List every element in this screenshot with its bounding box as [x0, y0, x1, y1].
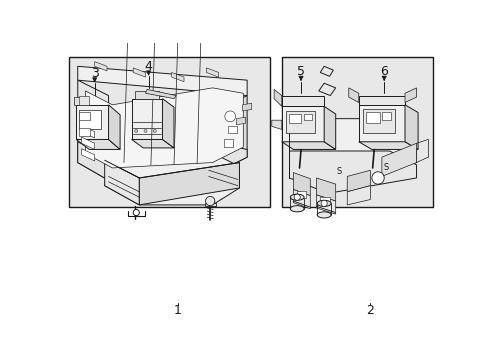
Bar [285, 111, 314, 132]
Polygon shape [381, 143, 416, 176]
Polygon shape [131, 99, 162, 139]
Polygon shape [135, 91, 158, 99]
Polygon shape [104, 160, 139, 205]
Polygon shape [316, 178, 335, 201]
Ellipse shape [317, 212, 330, 218]
Polygon shape [85, 88, 243, 168]
Bar [281, 57, 432, 207]
Polygon shape [139, 163, 239, 205]
Text: 5: 5 [296, 65, 305, 78]
Circle shape [293, 194, 300, 200]
Ellipse shape [290, 206, 304, 212]
Polygon shape [81, 149, 95, 161]
Polygon shape [81, 137, 95, 149]
Circle shape [135, 130, 138, 132]
Polygon shape [271, 120, 281, 130]
Text: 3: 3 [91, 67, 99, 81]
Circle shape [153, 130, 156, 132]
Circle shape [205, 197, 214, 206]
Bar [79, 110, 101, 130]
Bar [304, 114, 311, 120]
Circle shape [133, 210, 139, 216]
Ellipse shape [317, 200, 330, 206]
Circle shape [143, 130, 147, 132]
Polygon shape [316, 206, 335, 214]
Bar [381, 112, 390, 120]
Polygon shape [79, 95, 88, 105]
Polygon shape [162, 99, 174, 148]
Polygon shape [324, 106, 335, 149]
Bar [224, 139, 233, 147]
Bar [227, 126, 237, 133]
Polygon shape [358, 142, 417, 149]
Polygon shape [318, 83, 335, 95]
Polygon shape [78, 66, 246, 95]
Polygon shape [281, 95, 324, 106]
Text: 6: 6 [380, 65, 387, 78]
Polygon shape [281, 142, 335, 149]
Bar [68, 57, 270, 207]
Bar [79, 112, 90, 120]
Bar [362, 109, 394, 132]
Circle shape [321, 200, 326, 206]
Polygon shape [216, 95, 246, 172]
Polygon shape [204, 203, 215, 206]
Circle shape [371, 172, 384, 184]
Polygon shape [320, 66, 333, 76]
Bar [288, 114, 301, 123]
Text: 4: 4 [144, 60, 152, 73]
Polygon shape [104, 151, 239, 205]
Polygon shape [78, 142, 246, 180]
Polygon shape [131, 139, 174, 148]
Polygon shape [145, 89, 176, 99]
Polygon shape [289, 151, 416, 193]
Polygon shape [81, 126, 95, 138]
Polygon shape [358, 95, 404, 105]
Polygon shape [108, 105, 120, 149]
Text: S: S [382, 163, 387, 172]
Polygon shape [346, 186, 369, 205]
Bar [365, 112, 379, 122]
Polygon shape [171, 72, 183, 82]
Polygon shape [316, 195, 335, 213]
Polygon shape [404, 88, 416, 103]
Polygon shape [95, 62, 107, 71]
Polygon shape [346, 170, 369, 192]
Polygon shape [404, 105, 417, 149]
Polygon shape [206, 68, 218, 77]
Polygon shape [281, 106, 324, 142]
Circle shape [224, 111, 235, 122]
Bar [297, 191, 306, 198]
Polygon shape [78, 80, 108, 180]
Polygon shape [76, 105, 108, 139]
Text: S: S [336, 167, 342, 176]
Polygon shape [293, 189, 310, 207]
Polygon shape [358, 105, 404, 142]
Polygon shape [293, 172, 310, 195]
Polygon shape [242, 103, 251, 111]
Bar [320, 197, 329, 204]
Polygon shape [133, 68, 145, 77]
Bar [79, 128, 90, 136]
Polygon shape [74, 97, 81, 105]
Polygon shape [289, 119, 416, 178]
Polygon shape [274, 89, 281, 106]
Polygon shape [348, 88, 358, 103]
Polygon shape [293, 201, 310, 209]
Text: 2: 2 [365, 304, 373, 317]
Polygon shape [76, 139, 120, 149]
Polygon shape [236, 117, 245, 125]
Text: 1: 1 [174, 304, 182, 317]
Ellipse shape [290, 194, 304, 200]
